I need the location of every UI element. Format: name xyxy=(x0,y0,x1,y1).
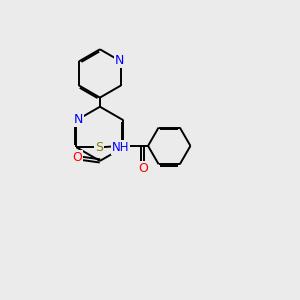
Text: O: O xyxy=(138,162,148,175)
Text: S: S xyxy=(95,141,104,154)
Text: O: O xyxy=(72,152,82,164)
Text: N: N xyxy=(115,54,124,67)
Text: NH: NH xyxy=(112,141,129,154)
Text: N: N xyxy=(73,113,83,126)
